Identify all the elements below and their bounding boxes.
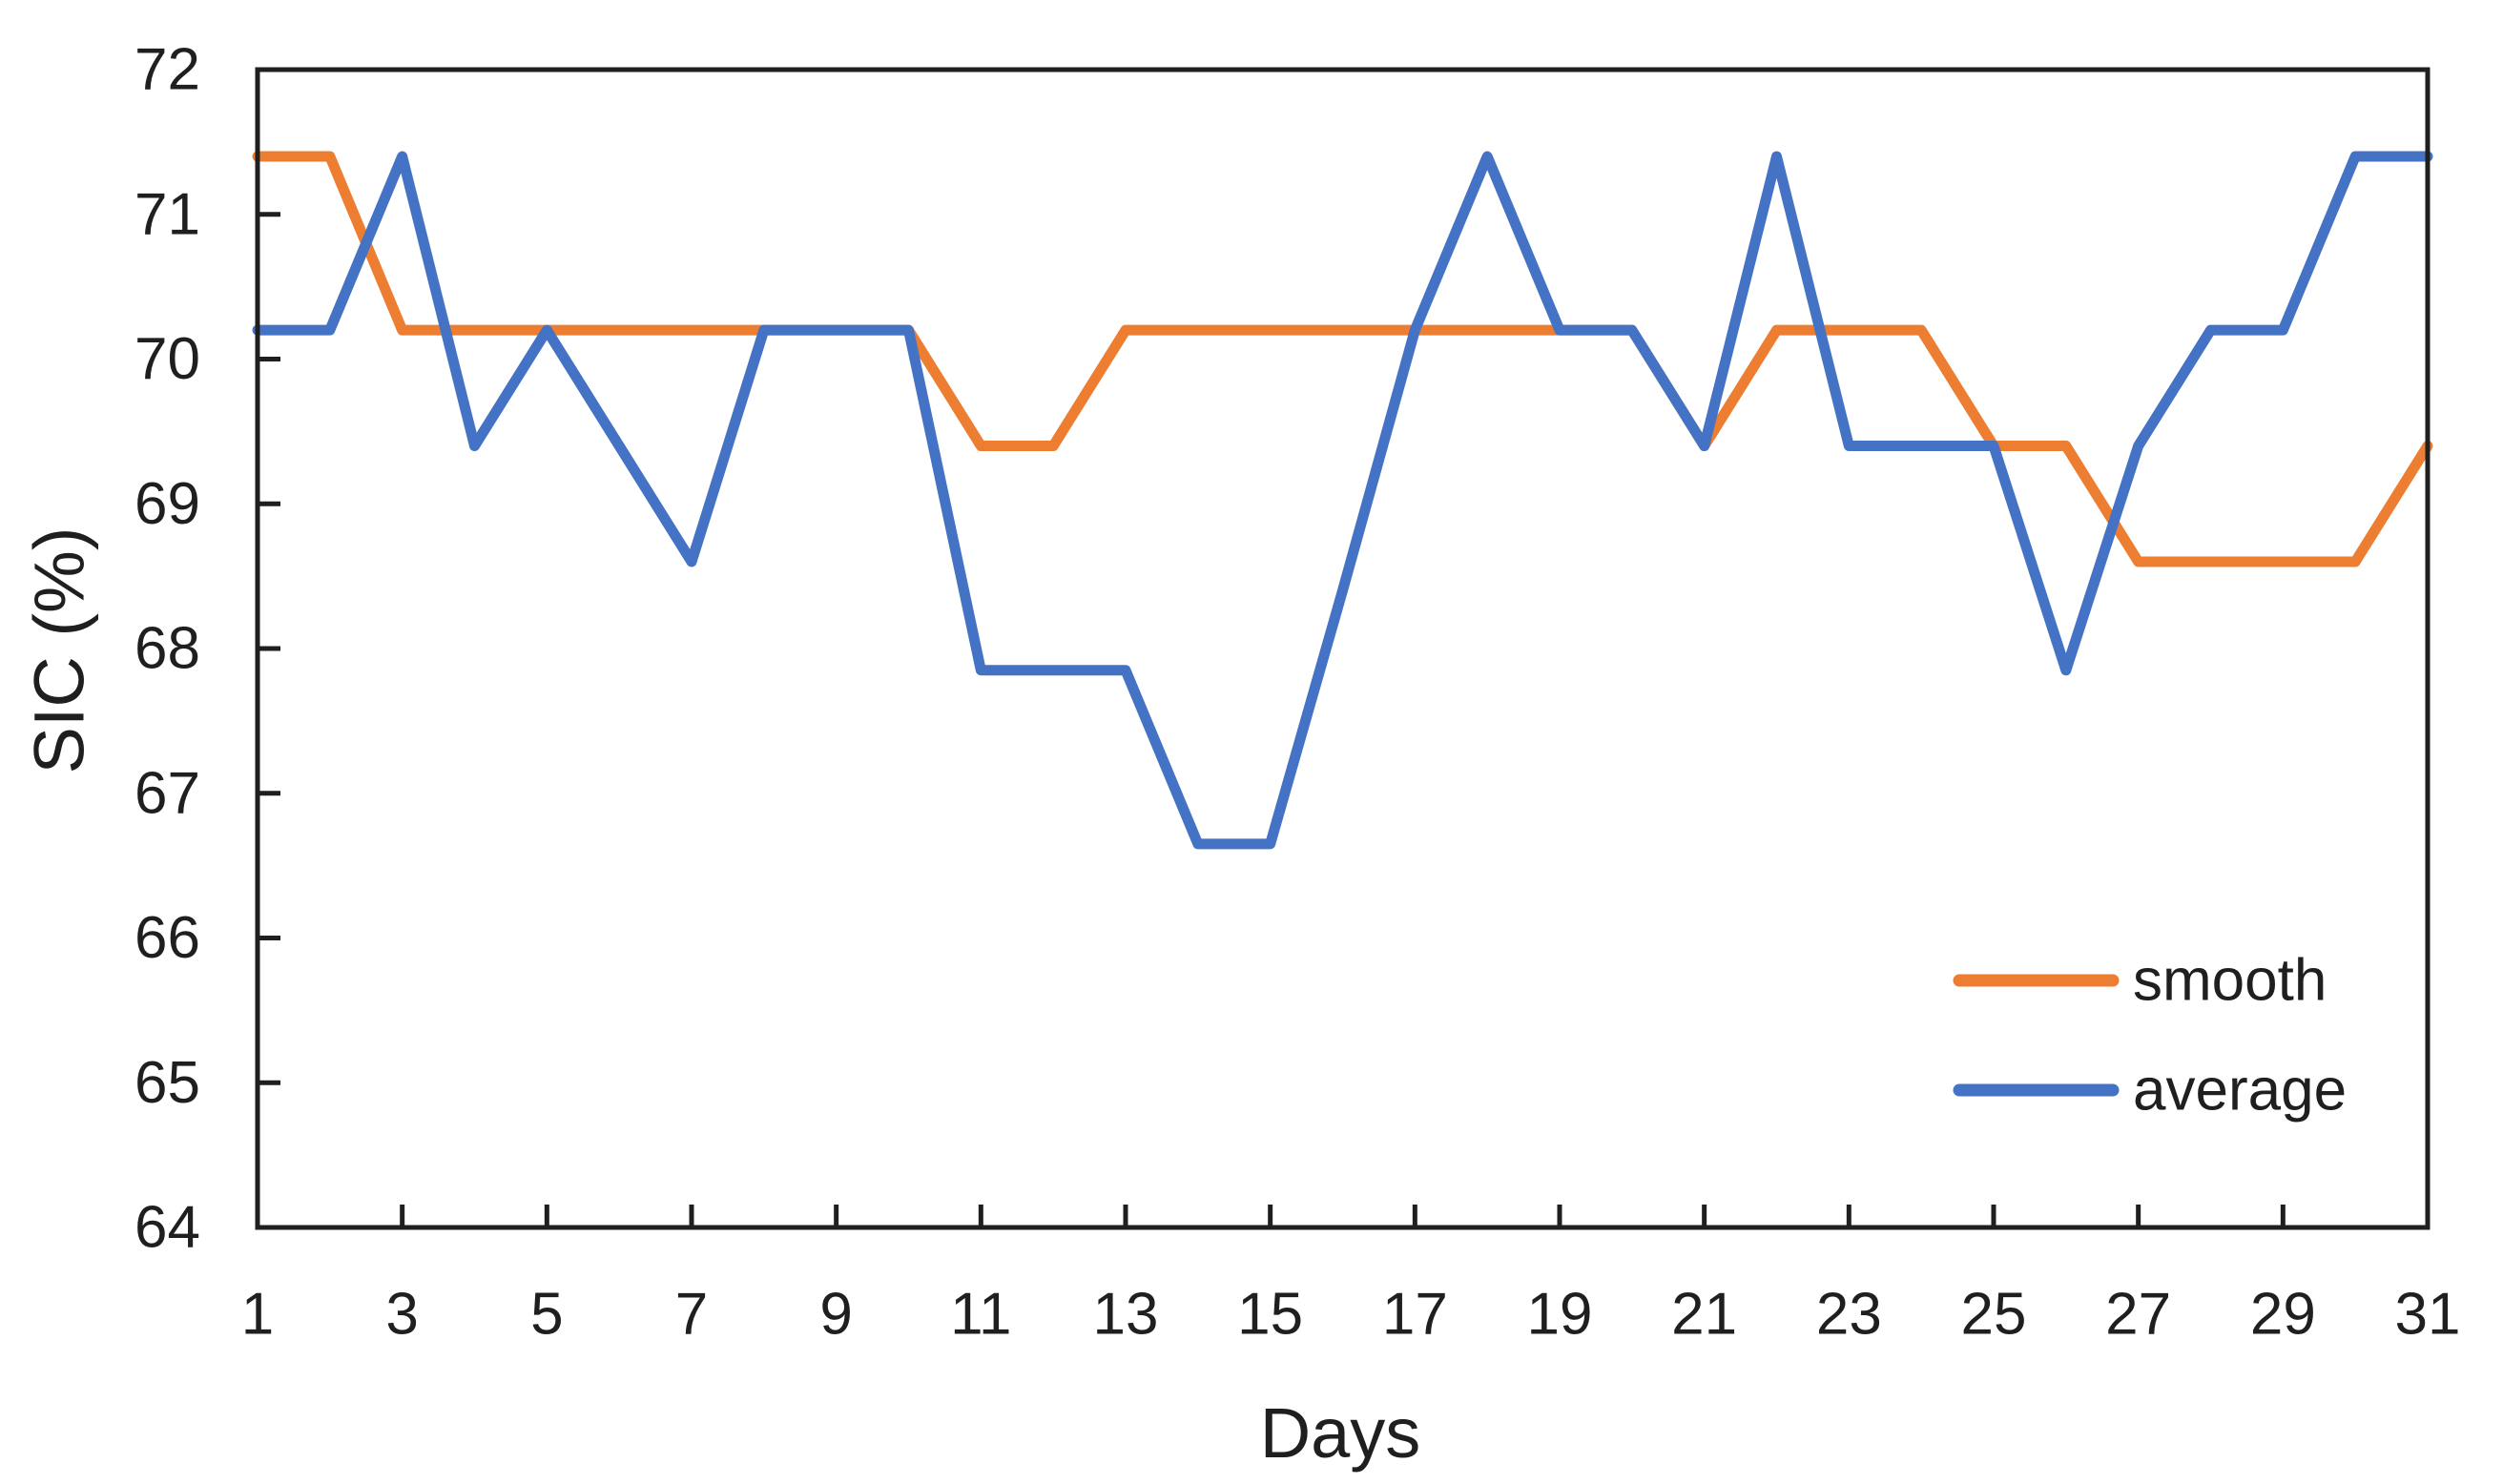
x-tick-label: 7 bbox=[675, 1282, 708, 1348]
x-tick-label: 1 bbox=[241, 1282, 274, 1348]
series-lines bbox=[252, 151, 2433, 850]
series-smooth-line bbox=[252, 151, 2433, 567]
x-tick-label: 17 bbox=[1382, 1282, 1448, 1348]
y-tick-label: 64 bbox=[134, 1195, 200, 1261]
y-axis-ticks bbox=[258, 212, 280, 1085]
x-tick-label: 15 bbox=[1237, 1282, 1303, 1348]
legend-item-smooth: smooth bbox=[1953, 948, 2327, 1014]
x-tick-label: 19 bbox=[1527, 1282, 1593, 1348]
x-tick-label: 13 bbox=[1093, 1282, 1159, 1348]
x-axis-title: Days bbox=[1260, 1393, 1421, 1473]
x-tick-label: 11 bbox=[950, 1282, 1011, 1348]
y-axis-tick-labels: 64 65 66 67 68 69 70 71 72 bbox=[134, 37, 200, 1261]
legend-label-average: average bbox=[2133, 1058, 2347, 1123]
legend: smooth average bbox=[1953, 948, 2347, 1123]
y-tick-label: 68 bbox=[134, 616, 200, 682]
plot-border bbox=[255, 67, 2431, 1230]
y-tick-label: 66 bbox=[134, 905, 200, 971]
x-tick-label: 3 bbox=[385, 1282, 418, 1348]
x-tick-label: 29 bbox=[2250, 1282, 2316, 1348]
x-tick-label: 9 bbox=[819, 1282, 852, 1348]
x-tick-label: 21 bbox=[1671, 1282, 1737, 1348]
y-tick-label: 67 bbox=[134, 760, 200, 826]
series-average-line bbox=[252, 151, 2433, 850]
y-tick-label: 69 bbox=[134, 471, 200, 537]
x-tick-label: 31 bbox=[2395, 1282, 2461, 1348]
y-tick-label: 65 bbox=[134, 1050, 200, 1116]
x-tick-label: 23 bbox=[1816, 1282, 1882, 1348]
y-tick-label: 72 bbox=[134, 37, 200, 103]
y-tick-label: 70 bbox=[134, 326, 200, 392]
y-tick-label: 71 bbox=[134, 181, 200, 247]
x-tick-label: 5 bbox=[530, 1282, 563, 1348]
x-axis-tick-labels: 1 3 5 7 9 11 13 15 17 19 21 23 25 27 29 31 bbox=[241, 1282, 2461, 1348]
legend-label-smooth: smooth bbox=[2133, 948, 2327, 1014]
x-tick-label: 25 bbox=[1961, 1282, 2027, 1348]
y-axis-title: SIC (%) bbox=[20, 527, 99, 774]
x-tick-label: 27 bbox=[2105, 1282, 2171, 1348]
x-axis-ticks bbox=[400, 1205, 2286, 1227]
legend-item-average: average bbox=[1953, 1058, 2347, 1123]
